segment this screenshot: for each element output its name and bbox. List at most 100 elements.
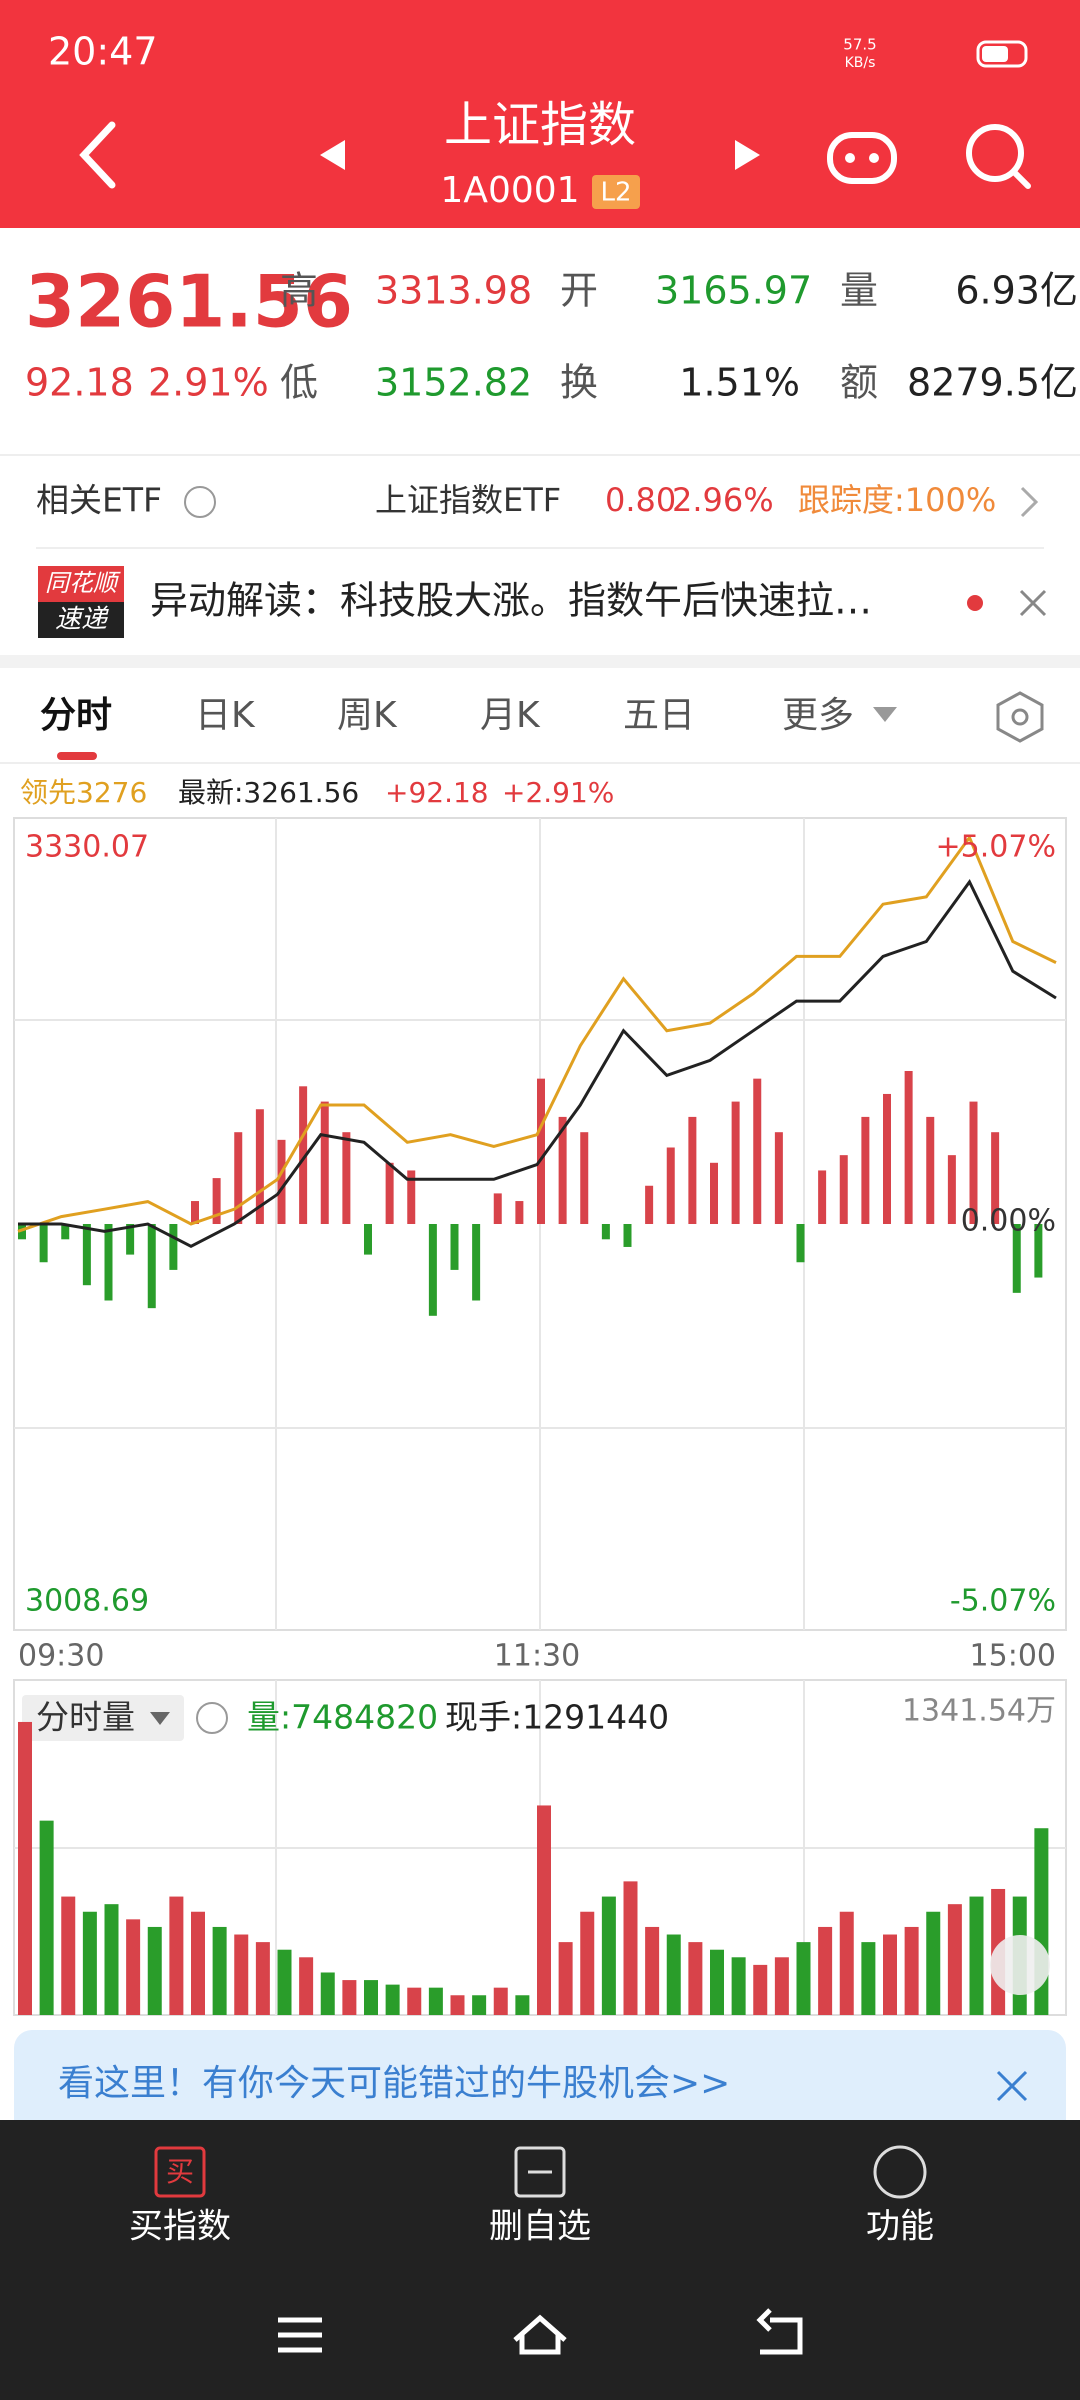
volume-bar xyxy=(666,1934,681,2015)
volume-bar xyxy=(169,1896,184,2015)
volume-current: 现手:1291440 xyxy=(445,1698,669,1737)
change-bar xyxy=(234,1132,243,1224)
close-news[interactable] xyxy=(1019,589,1047,617)
price-line xyxy=(17,834,1057,1233)
change-bar xyxy=(299,1086,308,1224)
change-pct: 2.91% xyxy=(148,361,269,405)
function-icon xyxy=(873,2145,927,2199)
x-tick-label: 09:30 xyxy=(18,1639,104,1674)
change-bar xyxy=(904,1071,913,1224)
etf-label: 相关ETF xyxy=(36,481,162,520)
volume-bar xyxy=(342,1980,357,2015)
change-bar xyxy=(623,1224,632,1247)
change-bar xyxy=(839,1155,848,1224)
tab[interactable]: 周K xyxy=(337,695,398,736)
help-icon[interactable] xyxy=(184,486,216,518)
settings-button[interactable] xyxy=(996,691,1044,743)
volume-bar xyxy=(212,1926,227,2015)
search-handle xyxy=(1011,169,1031,189)
etf-name[interactable]: 上证指数ETF xyxy=(375,481,561,519)
volume-bar xyxy=(255,1942,270,2015)
volume-bar xyxy=(558,1942,573,2015)
volume-bar xyxy=(537,1805,551,2015)
change-bar xyxy=(342,1132,351,1224)
change-bar xyxy=(277,1139,286,1224)
field-label: 高 xyxy=(280,269,318,313)
etf-pct: 2.96% xyxy=(672,481,774,519)
close-banner[interactable] xyxy=(996,2070,1028,2102)
tab[interactable]: 日K xyxy=(195,695,256,736)
buy-icon-box xyxy=(154,2146,206,2198)
volume-bar xyxy=(18,1721,32,2015)
change-bar xyxy=(212,1178,221,1224)
status-time: 20:47 xyxy=(48,30,158,74)
banner-text[interactable]: 看这里！有你今天可能错过的牛股机会>> xyxy=(58,2063,730,2104)
back-button[interactable] xyxy=(79,121,116,189)
nav-back[interactable] xyxy=(756,2308,803,2355)
change-bar xyxy=(255,1109,264,1224)
volume-bar xyxy=(385,1984,400,2015)
etf-price: 0.80 xyxy=(605,481,676,519)
change-bar xyxy=(774,1132,783,1224)
change-bar xyxy=(104,1224,113,1301)
change-bar xyxy=(580,1132,589,1224)
news-badge-bottom xyxy=(38,602,124,638)
unread-dot xyxy=(967,595,983,611)
badge-bg xyxy=(592,175,640,209)
change-bar xyxy=(666,1147,675,1224)
tab[interactable]: 月K xyxy=(480,695,541,736)
gap xyxy=(0,655,1080,668)
change-bar xyxy=(688,1116,697,1224)
change-bar xyxy=(558,1116,567,1224)
field-label: 换 xyxy=(560,361,598,405)
expand-button[interactable] xyxy=(990,1935,1050,1995)
selector-bg[interactable] xyxy=(22,1695,184,1741)
volume-bar xyxy=(731,1957,746,2015)
volume-bar xyxy=(883,1934,897,2015)
nav-home[interactable] xyxy=(513,2314,567,2355)
volume-bar xyxy=(515,1995,530,2015)
news-badge-bottom-text: 速递 xyxy=(55,605,109,635)
bottom-bar xyxy=(0,2120,1080,2400)
volume-bar xyxy=(320,1972,335,2015)
help-icon[interactable] xyxy=(196,1702,228,1734)
bottom-buttons: 买指数 删自选 功能 xyxy=(129,2207,934,2247)
volume-bar xyxy=(688,1942,703,2015)
tab[interactable]: 五日 xyxy=(623,695,695,736)
change-bar xyxy=(1034,1224,1043,1278)
title: 上证指数 xyxy=(444,97,636,153)
selector[interactable]: 分时量 xyxy=(36,1698,135,1737)
robot-button[interactable] xyxy=(827,132,897,184)
robot-eye xyxy=(845,153,855,163)
next-button[interactable] xyxy=(735,140,760,170)
change-bar xyxy=(407,1170,416,1224)
settings-dot xyxy=(1011,708,1029,726)
battery xyxy=(976,40,1028,68)
volume-bar xyxy=(796,1942,811,2015)
volume-bar xyxy=(234,1934,249,2015)
tab[interactable]: 更多 xyxy=(782,695,854,736)
legend-change: +92.18 xyxy=(385,776,489,809)
bottom-button[interactable]: 功能 xyxy=(866,2207,934,2247)
prev-button[interactable] xyxy=(320,140,345,170)
news-text[interactable]: 异动解读：科技股大涨。指数午后快速拉… xyxy=(150,579,872,623)
change-bar xyxy=(818,1170,827,1224)
volume-bar xyxy=(407,1987,422,2015)
bottom-button[interactable]: 删自选 xyxy=(489,2207,591,2247)
banner[interactable] xyxy=(14,2030,1066,2140)
volume-bar xyxy=(126,1919,141,2015)
bottom-button[interactable]: 买指数 xyxy=(129,2207,231,2247)
tab[interactable]: 分时 xyxy=(40,695,112,736)
change-bar xyxy=(61,1224,70,1240)
y-tick-label: 3330.07 xyxy=(25,830,149,865)
y2-tick-label: +5.07% xyxy=(936,830,1056,865)
change-bar xyxy=(428,1224,437,1316)
change-bar xyxy=(126,1224,135,1255)
nav-menu[interactable] xyxy=(278,2317,322,2353)
volume-bar xyxy=(39,1820,54,2015)
change-bar xyxy=(991,1132,1000,1224)
y2-tick-label: 0.00% xyxy=(961,1204,1056,1239)
search-button[interactable] xyxy=(966,124,1024,182)
battery-level xyxy=(982,46,1008,62)
change-bar xyxy=(320,1101,329,1224)
